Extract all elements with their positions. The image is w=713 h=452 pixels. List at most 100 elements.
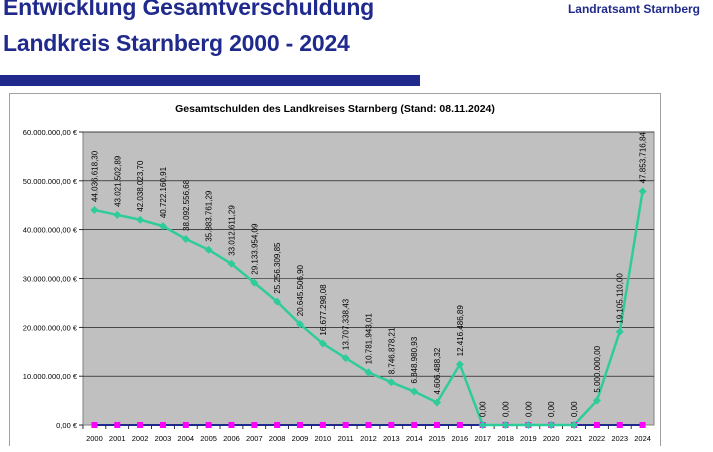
debt-series-marker — [547, 421, 556, 429]
secondary-series-marker — [137, 422, 144, 428]
data-label: 0,00 — [502, 401, 511, 417]
debt-series-marker — [387, 378, 396, 387]
debt-series-marker — [318, 339, 327, 348]
x-tick-label: 2006 — [223, 434, 240, 443]
debt-series-marker — [570, 421, 579, 429]
x-tick-label: 2008 — [269, 434, 286, 443]
data-label: 47.853.716,84 — [639, 132, 648, 184]
x-tick-label: 2018 — [497, 434, 514, 443]
debt-series-marker — [410, 387, 419, 396]
y-tick-label: 20.000.000,00 € — [23, 323, 78, 332]
secondary-series-marker — [342, 422, 349, 428]
data-label: 13.707.338,43 — [342, 298, 351, 350]
page-title-line-2: Landkreis Starnberg 2000 - 2024 — [3, 30, 350, 56]
debt-series-marker — [273, 297, 282, 306]
data-label: 35.883.761,29 — [205, 190, 214, 242]
chart-container: Gesamtschulden des Landkreises Starnberg… — [9, 93, 661, 446]
data-label: 42.038.023,70 — [136, 160, 145, 212]
data-label: 8.746.878,21 — [387, 327, 396, 374]
secondary-series-marker — [182, 422, 189, 428]
x-tick-label: 2014 — [406, 434, 423, 443]
x-tick-label: 2003 — [155, 434, 172, 443]
y-tick-label: 60.000.000,00 € — [23, 128, 78, 137]
data-label: 16.677.298,08 — [319, 284, 328, 336]
debt-series-marker — [227, 259, 236, 268]
debt-series-marker — [204, 245, 213, 254]
x-tick-label: 2011 — [338, 434, 354, 443]
x-tick-label: 2007 — [246, 434, 263, 443]
secondary-series-marker — [616, 422, 623, 428]
debt-line-chart: Gesamtschulden des Landkreises Starnberg… — [23, 103, 655, 443]
x-tick-label: 2004 — [177, 434, 194, 443]
data-label: 0,00 — [570, 401, 579, 417]
secondary-series-marker — [365, 422, 372, 428]
organization-logo-text: Landratsamt Starnberg — [567, 2, 700, 16]
x-tick-label: 2000 — [86, 434, 103, 443]
data-label: 40.722.160,91 — [159, 166, 168, 218]
data-label: 33.012.611,29 — [227, 205, 236, 256]
data-label: 29.133.954,09 — [250, 223, 259, 275]
data-label: 10.781.943,01 — [365, 313, 374, 365]
debt-series-marker — [615, 327, 624, 336]
secondary-series-marker — [411, 422, 418, 428]
x-tick-label: 2005 — [200, 434, 217, 443]
y-tick-label: 10.000.000,00 € — [23, 372, 78, 381]
data-label: 0,00 — [524, 401, 533, 417]
secondary-series-marker — [114, 422, 121, 428]
x-tick-label: 2021 — [566, 434, 583, 443]
x-tick-label: 2019 — [520, 434, 537, 443]
data-label: 5.000.000,00 — [593, 345, 602, 392]
header-divider-bar — [0, 75, 420, 86]
series-markers — [90, 187, 647, 429]
chart-title: Gesamtschulden des Landkreises Starnberg… — [175, 103, 495, 115]
debt-series-marker — [638, 187, 647, 196]
debt-series-marker — [433, 398, 442, 407]
x-tick-label: 2009 — [292, 434, 309, 443]
y-tick-label: 40.000.000,00 € — [23, 226, 78, 235]
secondary-series-marker — [593, 422, 600, 428]
secondary-series-marker — [251, 422, 258, 428]
x-tick-label: 2012 — [360, 434, 377, 443]
x-tick-label: 2016 — [452, 434, 469, 443]
secondary-series-marker — [639, 422, 646, 428]
debt-series-marker — [181, 234, 190, 243]
debt-series-marker — [250, 278, 259, 287]
y-tick-label: 50.000.000,00 € — [23, 177, 78, 186]
data-label: 0,00 — [479, 401, 488, 417]
data-label: 20.645.506,90 — [296, 264, 305, 316]
data-label: 0,00 — [547, 401, 556, 417]
data-labels: 44.036.618,30 43.021.502,89 42.038.023,70 4… — [90, 132, 647, 417]
y-tick-label: 30.000.000,00 € — [23, 275, 78, 284]
secondary-series-marker — [274, 422, 281, 428]
data-label: 4.606.488,32 — [433, 347, 442, 394]
secondary-series-marker — [159, 422, 166, 428]
x-tick-label: 2024 — [634, 434, 651, 443]
x-tick-label: 2022 — [589, 434, 606, 443]
data-label: 25.256.309,85 — [273, 242, 282, 294]
x-tick-label: 2010 — [314, 434, 331, 443]
data-label: 44.036.618,30 — [90, 150, 99, 202]
debt-series-marker — [524, 421, 533, 429]
debt-series-marker — [478, 421, 487, 429]
debt-series-marker — [136, 215, 145, 224]
debt-series-marker — [364, 368, 373, 377]
secondary-series-marker — [319, 422, 326, 428]
secondary-series-marker — [434, 422, 441, 428]
grid-lines — [82, 131, 655, 426]
secondary-series-marker — [388, 422, 395, 428]
debt-series-marker — [592, 396, 601, 405]
x-tick-label: 2015 — [429, 434, 446, 443]
y-axis-tick-labels: 0,00 € 10.000.000,00 € 20.000.000,00 € 30.0… — [23, 128, 83, 430]
x-tick-label: 2001 — [109, 434, 126, 443]
x-tick-label: 2020 — [543, 434, 560, 443]
data-label: 38.092.556,68 — [182, 179, 191, 231]
secondary-series-marker — [296, 422, 303, 428]
debt-series-marker — [295, 320, 304, 329]
data-label: 43.021.502,89 — [113, 155, 122, 207]
debt-series-marker — [501, 421, 510, 429]
x-tick-label: 2013 — [383, 434, 400, 443]
x-tick-label: 2002 — [132, 434, 149, 443]
y-tick-label: 0,00 € — [56, 421, 78, 430]
data-label: 6.848.980,93 — [410, 336, 419, 383]
secondary-series-marker — [205, 422, 212, 428]
